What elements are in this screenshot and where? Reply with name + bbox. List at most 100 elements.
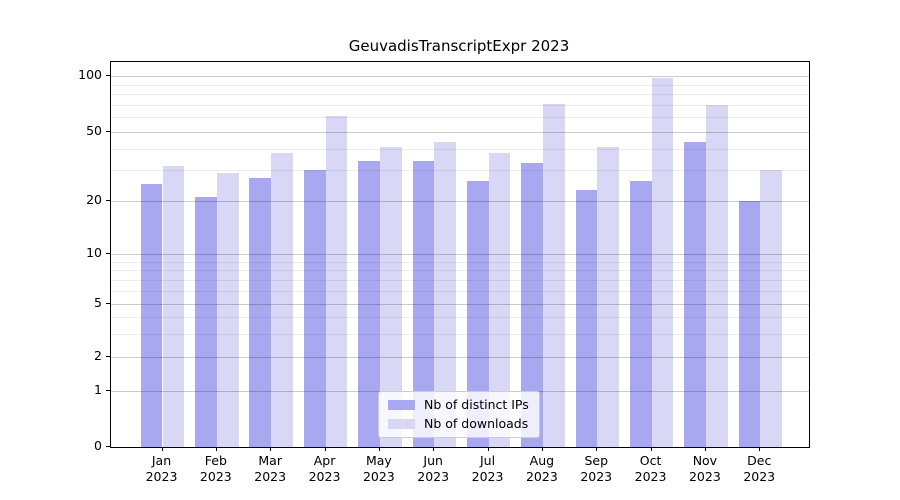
legend-label-distinct-ips: Nb of distinct IPs: [424, 397, 529, 412]
x-tick-month: Dec: [747, 453, 772, 468]
x-tick-year: 2023: [634, 469, 667, 484]
x-tick-month: Aug: [529, 453, 555, 468]
bar-downloads: [488, 152, 511, 447]
x-tick-year: 2023: [145, 469, 178, 484]
gridline-major: [111, 201, 809, 202]
x-tick-year: 2023: [743, 469, 776, 484]
x-tick-month: Sep: [584, 453, 608, 468]
bar-distinct-ips: [521, 163, 543, 447]
x-tick-mark: [596, 447, 598, 451]
x-tick-label: Feb 2023: [186, 453, 246, 485]
gridline-minor: [111, 104, 809, 106]
gridline-major: [111, 76, 809, 77]
x-tick-mark: [161, 447, 163, 451]
x-tick-month: Oct: [639, 453, 662, 468]
y-tick-label: 100: [78, 67, 102, 82]
x-tick-month: Apr: [313, 453, 336, 468]
y-tick-mark: [106, 131, 110, 132]
bar-downloads: [597, 146, 619, 447]
x-tick-label: Dec 2023: [729, 453, 789, 485]
bar-distinct-ips: [412, 161, 435, 447]
y-tick-label: 5: [94, 295, 102, 310]
y-tick-mark: [106, 253, 110, 254]
x-tick-label: Mar 2023: [240, 453, 300, 485]
gridline-minor: [111, 170, 809, 172]
x-tick-mark: [759, 447, 761, 451]
y-tick-label: 20: [86, 192, 102, 207]
legend-label-downloads: Nb of downloads: [424, 416, 529, 431]
x-tick-year: 2023: [525, 469, 558, 484]
y-tick-label: 2: [94, 348, 102, 363]
x-tick-label: Sep 2023: [566, 453, 626, 485]
bar-downloads: [162, 165, 185, 447]
gridline-minor: [111, 84, 809, 86]
x-tick-label: Jun 2023: [403, 453, 463, 485]
x-tick-year: 2023: [417, 469, 450, 484]
x-tick-label: Aug 2023: [512, 453, 572, 485]
x-tick-month: Nov: [692, 453, 718, 468]
plot-area: [110, 61, 810, 448]
x-tick-mark: [433, 447, 435, 451]
y-tick-mark: [106, 356, 110, 357]
x-tick-mark: [541, 447, 543, 451]
x-tick-label: Jul 2023: [458, 453, 518, 485]
y-tick-label: 10: [86, 245, 102, 260]
legend-entry-downloads: Nb of downloads: [388, 416, 529, 431]
x-tick-year: 2023: [254, 469, 287, 484]
x-tick-year: 2023: [362, 469, 395, 484]
gridline-minor: [111, 270, 809, 272]
gridline-minor: [111, 290, 809, 292]
bar-downloads: [271, 152, 293, 447]
bar-distinct-ips: [249, 178, 272, 447]
gridline-minor: [111, 117, 809, 119]
gridline-minor: [111, 316, 809, 318]
bar-downloads: [434, 141, 456, 447]
x-tick-month: Feb: [204, 453, 227, 468]
gridline-major: [111, 304, 809, 305]
bar-distinct-ips: [195, 197, 217, 447]
bar-downloads: [325, 115, 348, 447]
x-tick-mark: [324, 447, 326, 451]
gridline-major: [111, 254, 809, 255]
bar-distinct-ips: [358, 161, 380, 447]
legend-swatch-distinct-ips: [388, 399, 415, 410]
x-tick-year: 2023: [308, 469, 341, 484]
bar-distinct-ips: [466, 181, 489, 447]
x-tick-mark: [650, 447, 652, 451]
x-tick-mark: [270, 447, 272, 451]
gridline-minor: [111, 279, 809, 281]
gridline-major: [111, 357, 809, 358]
y-tick-mark: [106, 303, 110, 304]
gridline-minor: [111, 261, 809, 263]
x-tick-label: May 2023: [349, 453, 409, 485]
x-tick-mark: [378, 447, 380, 451]
legend-entry-distinct-ips: Nb of distinct IPs: [388, 397, 529, 412]
x-tick-mark: [487, 447, 489, 451]
gridline-minor: [111, 148, 809, 150]
y-tick-mark: [106, 200, 110, 201]
chart-title: GeuvadisTranscriptExpr 2023: [348, 37, 570, 55]
x-tick-month: Jul: [479, 453, 496, 468]
legend: Nb of distinct IPs Nb of downloads: [378, 391, 540, 438]
bar-downloads: [651, 78, 674, 447]
legend-swatch-downloads: [388, 418, 415, 429]
x-tick-month: Jan: [151, 453, 172, 468]
bar-distinct-ips: [629, 181, 652, 447]
x-tick-label: Apr 2023: [295, 453, 355, 485]
gridline-minor: [111, 333, 809, 335]
x-tick-month: Jun: [423, 453, 443, 468]
y-tick-mark: [106, 75, 110, 76]
x-tick-year: 2023: [471, 469, 504, 484]
bar-downloads: [542, 103, 565, 447]
bar-downloads: [760, 170, 782, 447]
x-tick-year: 2023: [688, 469, 721, 484]
x-tick-month: May: [365, 453, 392, 468]
gridline-minor: [111, 94, 809, 96]
bar-distinct-ips: [738, 201, 761, 447]
x-tick-year: 2023: [580, 469, 613, 484]
y-tick-label: 1: [94, 382, 102, 397]
bar-downloads: [379, 146, 402, 447]
x-tick-month: Mar: [258, 453, 282, 468]
x-tick-label: Oct 2023: [621, 453, 681, 485]
